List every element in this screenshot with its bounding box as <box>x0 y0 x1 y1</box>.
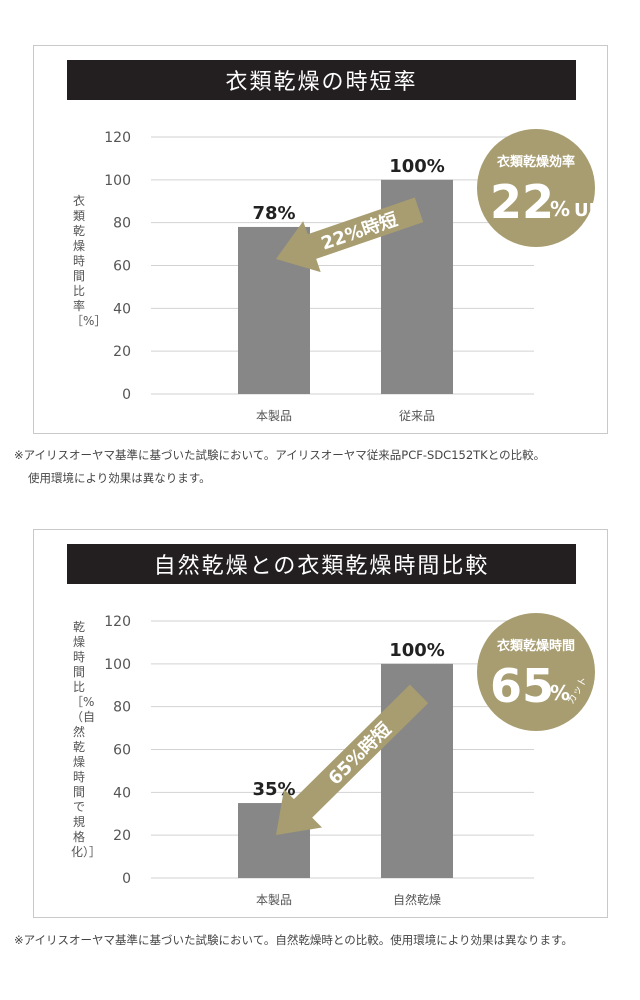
badge-circle <box>477 129 595 247</box>
footnote-1: ※アイリスオーヤマ基準に基づいた試験において。アイリスオーヤマ従来品PCF-SD… <box>14 444 545 490</box>
x-tick-label: 自然乾燥 <box>393 892 441 907</box>
y-tick-label: 100 <box>104 657 131 673</box>
badge-suffix: UP <box>574 200 602 221</box>
y-tick-label: 40 <box>113 301 131 317</box>
badge-caption: 衣類乾燥時間 <box>497 638 575 654</box>
badge-circle <box>477 613 595 731</box>
x-tick-label: 本製品 <box>256 893 292 907</box>
y-tick-label: 80 <box>113 216 131 232</box>
y-tick-label: 20 <box>113 344 131 360</box>
badge-unit: % <box>550 681 570 705</box>
footnote-2: ※アイリスオーヤマ基準に基づいた試験において。自然乾燥時との比較。使用環境により… <box>14 929 573 952</box>
badge-value: 22 <box>490 175 554 229</box>
arrow-shape <box>275 197 424 273</box>
y-tick-label: 40 <box>113 785 131 801</box>
chart-panel-natural-drying: 自然乾燥との衣類乾燥時間比較 乾燥時間比［%（自然乾燥時間で規格化）］ 0 20 4… <box>33 529 608 918</box>
y-tick-label: 20 <box>113 828 131 844</box>
y-tick-label: 120 <box>104 130 131 146</box>
bar-chart: 02040608010012078%本製品100%従来品22%時短衣類乾燥効率2… <box>104 129 602 423</box>
badge-caption: 衣類乾燥効率 <box>497 154 575 170</box>
data-label: 100% <box>389 156 445 177</box>
footnote-line: ※アイリスオーヤマ基準に基づいた試験において。自然乾燥時との比較。使用環境により… <box>14 933 573 947</box>
y-tick-label: 100 <box>104 173 131 189</box>
chart-title: 衣類乾燥の時短率 <box>67 60 576 100</box>
bar-chart: 02040608010012035%本製品100%自然乾燥65%時短衣類乾燥時間… <box>104 613 595 907</box>
y-tick-label: 0 <box>122 387 131 403</box>
y-tick-label: 80 <box>113 700 131 716</box>
arrow-shape <box>275 684 429 836</box>
x-tick-label: 本製品 <box>256 409 292 423</box>
y-tick-label: 60 <box>113 259 131 275</box>
y-tick-label: 60 <box>113 743 131 759</box>
data-label: 100% <box>389 640 445 661</box>
y-tick-label: 120 <box>104 614 131 630</box>
data-label: 78% <box>252 203 295 224</box>
footnote-line: ※アイリスオーヤマ基準に基づいた試験において。アイリスオーヤマ従来品PCF-SD… <box>14 448 546 462</box>
chart-title: 自然乾燥との衣類乾燥時間比較 <box>67 544 576 584</box>
footnote-line: 使用環境により効果は異なります。 <box>28 471 211 485</box>
chart-panel-time-reduction: 衣類乾燥の時短率 衣類乾燥時間比率［%］ 0 20 40 60 80 100 120 78% 本… <box>33 45 608 434</box>
badge-value: 65 <box>490 659 554 713</box>
badge-unit: % <box>550 197 570 221</box>
y-tick-label: 0 <box>122 871 131 887</box>
x-tick-label: 従来品 <box>399 409 435 423</box>
